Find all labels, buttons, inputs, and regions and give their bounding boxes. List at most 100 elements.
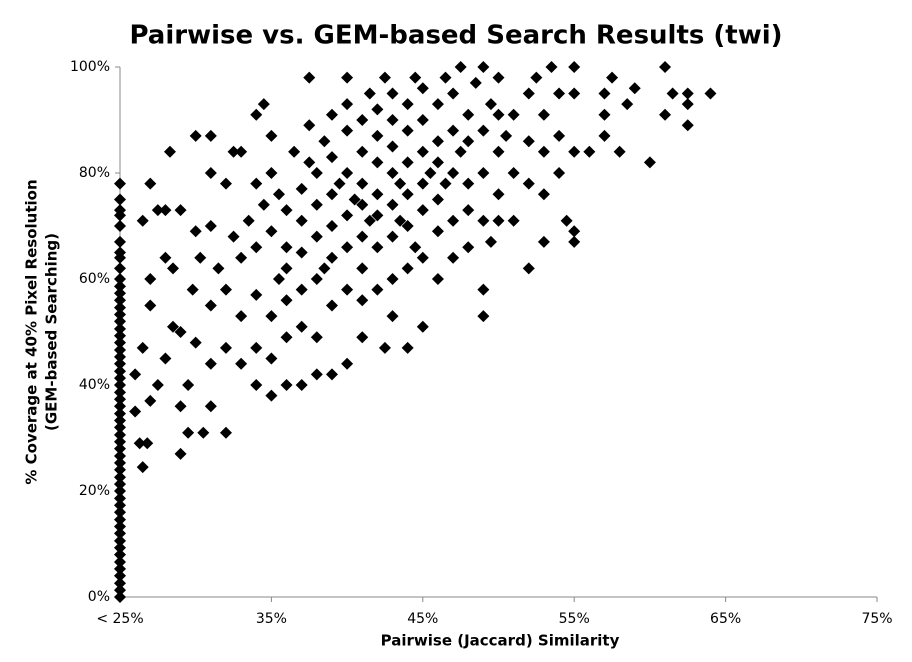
point [371, 156, 384, 169]
point [250, 241, 263, 254]
point [341, 124, 354, 137]
point [151, 204, 164, 217]
point [507, 108, 520, 121]
point [250, 379, 263, 391]
point [114, 534, 126, 547]
point [318, 262, 331, 275]
point [371, 209, 384, 222]
point [114, 414, 126, 427]
y-tick-label: 20% [79, 483, 110, 499]
point [659, 61, 672, 73]
point [659, 108, 672, 121]
point [447, 214, 460, 227]
point [295, 320, 308, 333]
point [621, 98, 634, 111]
point [522, 87, 535, 100]
point [163, 145, 176, 158]
point [227, 230, 240, 243]
point [174, 447, 187, 460]
point [568, 225, 581, 238]
point [114, 527, 126, 540]
point [568, 235, 581, 248]
point [280, 331, 293, 344]
point [114, 315, 126, 328]
point [114, 235, 126, 248]
point [341, 71, 354, 84]
point [431, 193, 444, 206]
point [114, 562, 126, 575]
point [114, 308, 126, 321]
point [424, 167, 437, 179]
point [219, 426, 232, 439]
point [681, 119, 694, 132]
point [114, 365, 126, 378]
point [204, 400, 217, 413]
point [159, 251, 172, 264]
point [114, 246, 126, 259]
point [141, 437, 154, 450]
point [325, 251, 338, 264]
point [194, 251, 207, 264]
point [204, 129, 217, 142]
point [356, 230, 369, 243]
point [401, 124, 414, 137]
point [144, 299, 157, 312]
point [416, 320, 429, 333]
point [439, 71, 452, 84]
point [409, 241, 422, 254]
point [356, 145, 369, 158]
point [522, 177, 535, 190]
point [257, 98, 270, 111]
point [341, 167, 354, 179]
point [114, 372, 126, 385]
point [401, 156, 414, 169]
point [114, 407, 126, 420]
point [114, 273, 126, 285]
point [114, 569, 126, 582]
point [341, 357, 354, 370]
point [310, 198, 323, 211]
point [431, 273, 444, 285]
point [477, 124, 490, 137]
point [280, 262, 293, 275]
point [114, 322, 126, 335]
point [416, 251, 429, 264]
y-tick-label: 100% [70, 59, 110, 75]
point [537, 145, 550, 158]
x-tick-label: < 25% [96, 611, 143, 627]
point [114, 548, 126, 561]
point [568, 145, 581, 158]
point [159, 352, 172, 365]
point [356, 177, 369, 190]
point [280, 204, 293, 217]
point [227, 145, 240, 158]
point [553, 87, 566, 100]
point [431, 225, 444, 238]
point [310, 167, 323, 179]
y-tick-label: 0% [88, 589, 110, 605]
point [136, 341, 149, 354]
point [166, 320, 179, 333]
point [341, 209, 354, 222]
point [114, 591, 126, 603]
point [114, 541, 126, 554]
point [477, 167, 490, 179]
point [144, 394, 157, 407]
point [303, 119, 316, 132]
point [537, 188, 550, 201]
point [257, 198, 270, 211]
y-tick-label: 80% [79, 165, 110, 181]
point [114, 177, 126, 190]
point [507, 214, 520, 227]
x-tick-label: 35% [256, 611, 287, 627]
point [598, 108, 611, 121]
point [114, 204, 126, 217]
point [114, 471, 126, 484]
point [363, 87, 376, 100]
point [272, 188, 285, 201]
point [325, 108, 338, 121]
point [197, 426, 210, 439]
point [371, 103, 384, 116]
point [537, 108, 550, 121]
x-tick-label: 55% [559, 611, 590, 627]
